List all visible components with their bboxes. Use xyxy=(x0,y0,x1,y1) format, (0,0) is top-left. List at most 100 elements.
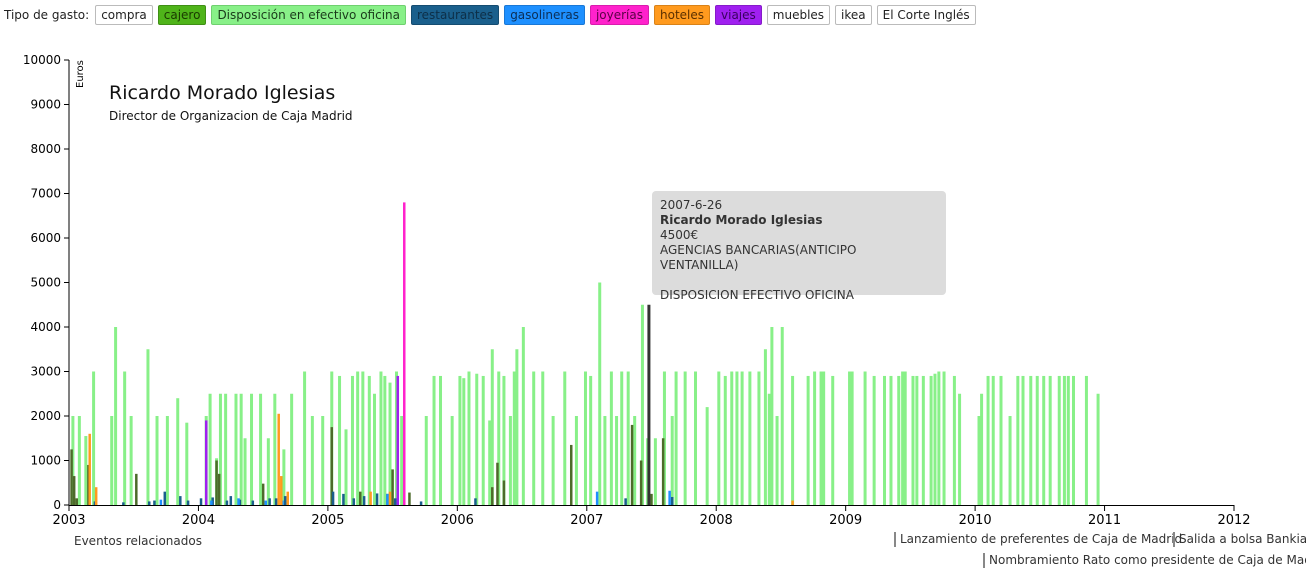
filter-chip-gasolineras[interactable]: gasolineras xyxy=(504,5,585,25)
bar-cajero[interactable] xyxy=(496,462,499,505)
bar-efectivo[interactable] xyxy=(259,393,263,505)
bar-efectivo[interactable] xyxy=(775,416,779,505)
bar-cajero[interactable] xyxy=(75,498,79,505)
bar-efectivo[interactable] xyxy=(266,438,270,505)
bar-restaurantes[interactable] xyxy=(186,500,190,505)
bar-efectivo[interactable] xyxy=(129,416,133,505)
bar-efectivo[interactable] xyxy=(356,371,360,506)
bar-efectivo[interactable] xyxy=(512,371,516,506)
bar-efectivo[interactable] xyxy=(490,349,494,505)
bar-efectivo[interactable] xyxy=(674,371,678,506)
bar-efectivo[interactable] xyxy=(848,371,852,506)
bar-efectivo[interactable] xyxy=(532,371,536,506)
bar-efectivo[interactable] xyxy=(633,416,637,505)
bar-efectivo[interactable] xyxy=(1042,375,1046,505)
bar-efectivo[interactable] xyxy=(290,393,294,505)
bar-efectivo[interactable] xyxy=(1057,375,1061,505)
bar-efectivo[interactable] xyxy=(933,373,937,505)
bar-restaurantes[interactable] xyxy=(225,500,229,505)
bar-efectivo[interactable] xyxy=(670,416,674,505)
bar-efectivo[interactable] xyxy=(603,416,607,505)
bar-hoteles[interactable] xyxy=(286,491,290,505)
bar-cajero[interactable] xyxy=(217,473,221,505)
bar-efectivo[interactable] xyxy=(662,371,666,506)
bar-restaurantes[interactable] xyxy=(283,496,287,505)
bar-efectivo[interactable] xyxy=(694,371,698,506)
bar-efectivo[interactable] xyxy=(185,422,189,505)
bar-efectivo[interactable] xyxy=(497,371,501,506)
bar-efectivo[interactable] xyxy=(735,371,739,506)
bar-efectivo[interactable] xyxy=(218,393,222,505)
bar-hoteles[interactable] xyxy=(388,491,392,505)
bar-efectivo[interactable] xyxy=(1035,375,1039,505)
bar-efectivo[interactable] xyxy=(740,371,744,506)
bar-efectivo[interactable] xyxy=(1029,375,1033,505)
bar-efectivo[interactable] xyxy=(937,371,941,506)
bar-efectivo[interactable] xyxy=(563,371,567,506)
bar-efectivo[interactable] xyxy=(155,416,159,505)
bar-efectivo[interactable] xyxy=(1048,375,1052,505)
bar-efectivo[interactable] xyxy=(250,393,254,505)
bar-cajero[interactable] xyxy=(569,444,573,505)
bar-efectivo[interactable] xyxy=(372,393,376,505)
bar-efectivo[interactable] xyxy=(350,375,354,505)
bar-efectivo[interactable] xyxy=(640,304,644,505)
bar-gasolineras[interactable] xyxy=(237,498,240,505)
bar-restaurantes[interactable] xyxy=(211,497,214,505)
bar-efectivo[interactable] xyxy=(123,371,127,506)
bar-efectivo[interactable] xyxy=(819,371,823,506)
bar-cajero[interactable] xyxy=(72,476,76,505)
bar-efectivo[interactable] xyxy=(467,371,471,506)
bar-efectivo[interactable] xyxy=(999,375,1003,505)
bar-efectivo[interactable] xyxy=(730,371,734,506)
bar-restaurantes[interactable] xyxy=(179,496,182,505)
bar-efectivo[interactable] xyxy=(310,416,314,505)
bar-efectivo[interactable] xyxy=(883,375,886,505)
bar-efectivo[interactable] xyxy=(383,375,387,505)
bar-efectivo[interactable] xyxy=(705,407,709,505)
bar-restaurantes[interactable] xyxy=(375,493,379,505)
bar-gasolineras[interactable] xyxy=(386,493,389,505)
bar-efectivo[interactable] xyxy=(84,436,88,505)
bar-efectivo[interactable] xyxy=(609,371,613,506)
bar-efectivo[interactable] xyxy=(991,375,995,505)
bar-efectivo[interactable] xyxy=(903,371,907,506)
bar-restaurantes[interactable] xyxy=(229,496,233,505)
bar-cajero[interactable] xyxy=(215,460,218,506)
bar-cajero[interactable] xyxy=(70,449,73,505)
bar-efectivo[interactable] xyxy=(282,449,286,505)
bar-efectivo[interactable] xyxy=(1008,416,1012,505)
bar-efectivo[interactable] xyxy=(110,416,114,505)
bar-restaurantes[interactable] xyxy=(342,493,345,505)
bar-gasolineras[interactable] xyxy=(210,500,213,505)
bar-efectivo[interactable] xyxy=(303,371,307,506)
bar-hoteles[interactable] xyxy=(277,413,280,505)
bar-efectivo[interactable] xyxy=(780,327,784,505)
filter-chip-el-corte-inglés[interactable]: El Corte Inglés xyxy=(876,5,976,25)
bar-cajero[interactable] xyxy=(661,438,665,505)
bar-restaurantes[interactable] xyxy=(251,500,255,505)
bar-joyerias[interactable] xyxy=(403,202,406,505)
filter-chip-viajes[interactable]: viajes xyxy=(715,5,762,25)
bar-efectivo[interactable] xyxy=(952,375,956,505)
bar-efectivo[interactable] xyxy=(541,371,545,506)
bar-restaurantes[interactable] xyxy=(93,501,97,505)
bar-cajero[interactable] xyxy=(491,487,494,505)
bar-efectivo[interactable] xyxy=(450,416,454,505)
bar-efectivo[interactable] xyxy=(806,375,810,505)
bar-gasolineras[interactable] xyxy=(595,491,599,505)
bar-cajero[interactable] xyxy=(87,464,90,505)
filter-chip-muebles[interactable]: muebles xyxy=(766,5,831,25)
bar-efectivo[interactable] xyxy=(400,416,404,505)
filter-chip-ikea[interactable]: ikea xyxy=(835,5,872,25)
filter-chip-cajero[interactable]: cajero xyxy=(157,5,207,25)
bar-efectivo[interactable] xyxy=(439,375,443,505)
bar-efectivo[interactable] xyxy=(791,375,795,505)
bar-efectivo[interactable] xyxy=(748,371,752,506)
bar-efectivo[interactable] xyxy=(583,371,587,506)
bar-efectivo[interactable] xyxy=(901,371,905,506)
event-nombramiento-rato[interactable]: Nombramiento Rato como presidente de Caj… xyxy=(983,553,1306,568)
bar-efectivo[interactable] xyxy=(980,393,984,505)
bar-efectivo[interactable] xyxy=(574,416,578,505)
bar-efectivo[interactable] xyxy=(1096,393,1100,505)
